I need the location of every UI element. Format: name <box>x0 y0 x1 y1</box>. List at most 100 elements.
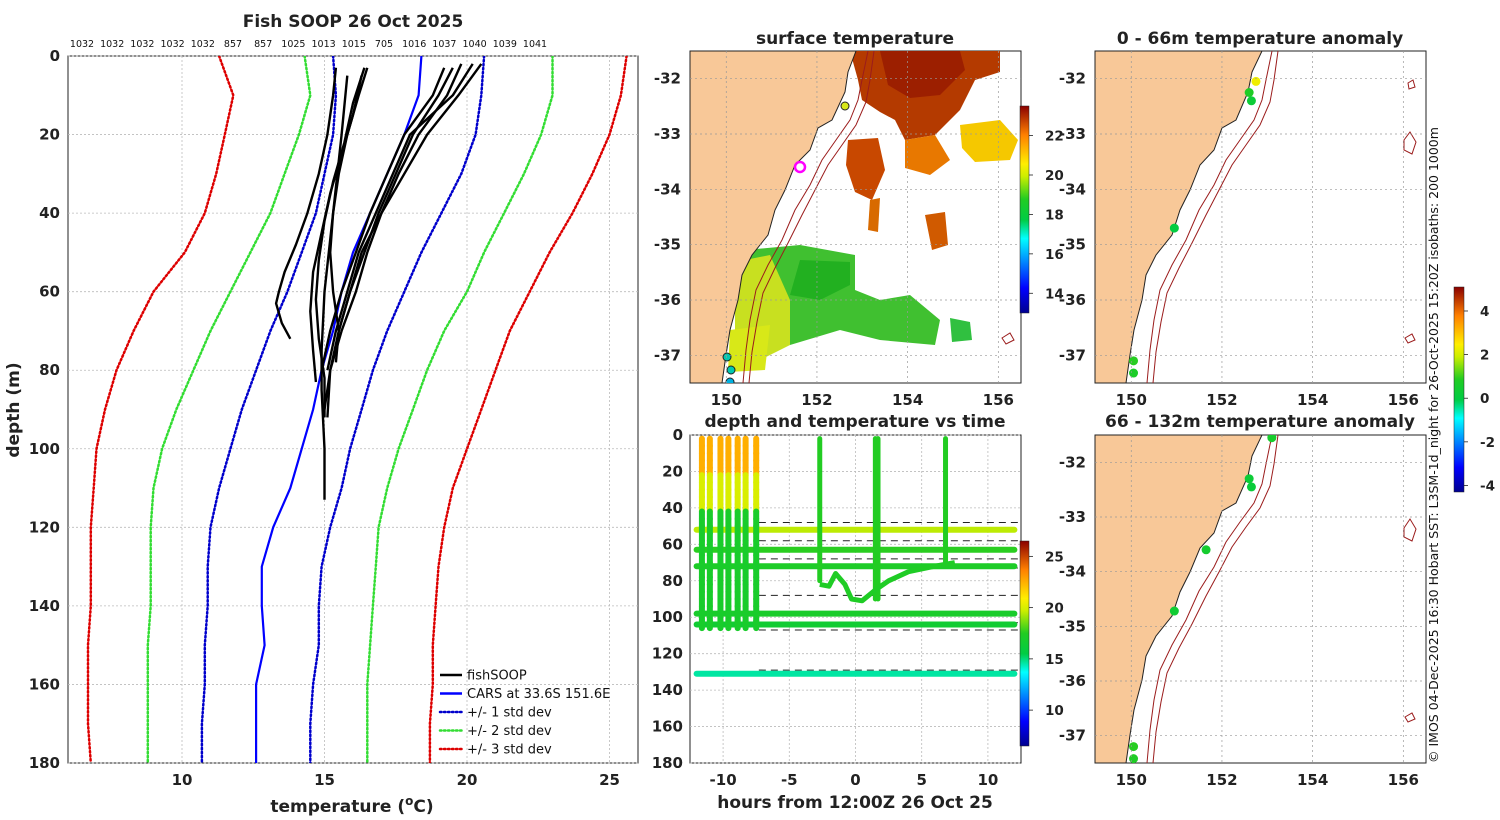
colorbar-tick-label: 25 <box>1045 549 1064 565</box>
profile-top-ids: 1032 1032 1032 1032 1032 857 857 1025 1013 1015 70… <box>70 39 547 50</box>
colorbar-tick-label: 20 <box>1045 168 1064 184</box>
legend-label: +/- 3 std dev <box>467 743 552 758</box>
map-y-tick-label: -37 <box>1059 727 1086 745</box>
anomaly-lower-panel: 66 - 132m temperature anomaly 150 152 154 1… <box>1059 412 1427 789</box>
profile-xlabel: temperature (oC) <box>270 794 433 817</box>
profile-top-id-label: 857 <box>254 39 272 50</box>
sst-orange-patch-small <box>925 212 948 250</box>
profile-title: Fish SOOP 26 Oct 2025 <box>243 12 464 32</box>
dt-x-tick-label: 10 <box>977 771 998 789</box>
sst-warm-patch-north-dark <box>880 51 965 98</box>
colorbar-tick-label: 20 <box>1045 601 1064 617</box>
depth-time-colorbar <box>1019 540 1030 747</box>
island-outline <box>1403 518 1417 542</box>
map-x-tick-label: 156 <box>1388 771 1419 789</box>
anomaly-point <box>1169 223 1179 233</box>
map-x-tick-label: 150 <box>1116 771 1147 789</box>
std3-low-line <box>86 56 235 763</box>
anomaly-point <box>1129 356 1139 366</box>
profile-top-id-label: 1032 <box>130 39 154 50</box>
fishsoop-profile-line <box>274 67 338 340</box>
profile-top-id-label: 1016 <box>402 39 426 50</box>
island-outline <box>1407 79 1416 90</box>
profile-y-tick-label: 180 <box>29 754 60 772</box>
fishsoop-profile-line <box>329 67 369 332</box>
dt-y-tick-label: 20 <box>662 462 683 480</box>
island-outline <box>1001 332 1015 345</box>
anomaly-point <box>1129 754 1139 763</box>
sst-station-marker <box>725 377 735 383</box>
map-y-tick-label: -32 <box>1059 453 1086 471</box>
profile-x-tick-label: 15 <box>314 771 335 789</box>
map-y-tick-label: -32 <box>1059 70 1086 88</box>
anomaly-point <box>1267 435 1277 443</box>
profile-y-tick-label: 80 <box>39 361 60 379</box>
std1-low-line <box>200 56 338 763</box>
sst-colorbar-ticks: 14 16 18 20 22 <box>1029 129 1064 302</box>
isobath-1000m <box>748 51 875 383</box>
map-x-tick-label: 154 <box>892 391 923 409</box>
profile-top-id-label: 1040 <box>463 39 487 50</box>
profile-y-tick-label: 160 <box>29 675 60 693</box>
anomaly-upper-title: 0 - 66m temperature anomaly <box>1117 29 1403 49</box>
map-y-tick-label: -36 <box>1059 291 1086 309</box>
fishsoop-profile-line <box>320 67 446 371</box>
anomaly-point <box>1244 88 1254 97</box>
profile-top-id-label: 1032 <box>191 39 215 50</box>
colorbar-tick-label: -4 <box>1480 478 1495 494</box>
anomaly-point <box>1246 96 1256 106</box>
fishsoop-profile-line <box>320 75 349 500</box>
map-x-tick-label: 150 <box>711 391 742 409</box>
map-x-tick-label: 150 <box>1116 391 1147 409</box>
legend-label: CARS at 33.6S 151.6E <box>467 687 610 702</box>
dt-y-tick-label: 80 <box>662 572 683 590</box>
profile-y-tick-label: 60 <box>39 283 60 301</box>
sst-orange-patch-mid <box>846 138 885 200</box>
copyright-side-note: © IMOS 04-Dec-2025 16:30 Hobart SST: L3S… <box>1426 127 1441 763</box>
sst-green-dark-patch <box>790 260 850 300</box>
profile-top-id-label: 1015 <box>342 39 366 50</box>
anomaly-upper-points <box>1129 76 1261 378</box>
sst-cars-location-marker <box>793 160 807 174</box>
depth-time-title: depth and temperature vs time <box>705 412 1006 432</box>
profile-y-tick-label: 100 <box>29 440 60 458</box>
depth-time-series <box>693 435 1021 677</box>
map-x-tick-label: 152 <box>1206 391 1237 409</box>
sst-yellow-patch <box>960 120 1018 162</box>
map-y-tick-label: -35 <box>1059 236 1086 254</box>
profile-top-id-label: 1041 <box>523 39 547 50</box>
anomaly-point <box>1244 474 1254 484</box>
sst-station-marker <box>722 352 732 362</box>
profile-y-tick-label: 20 <box>39 126 60 144</box>
std2-high-line <box>366 56 554 763</box>
std2-low-line <box>146 56 312 763</box>
depth-time-colorbar-ticks: 10 15 20 25 <box>1029 549 1064 719</box>
sst-station-marker <box>840 101 850 111</box>
colorbar-tick-label: 15 <box>1045 652 1064 668</box>
depth-time-xlabel: hours from 12:00Z 26 Oct 25 <box>717 793 993 813</box>
map-x-tick-label: 152 <box>801 391 832 409</box>
anomaly-point <box>1129 368 1139 378</box>
map-x-tick-label: 156 <box>1388 391 1419 409</box>
anomaly-lower-axes: 150 152 154 156 -32 -33 -34 -35 -36 -37 <box>1059 453 1419 789</box>
dt-x-tick-label: -5 <box>781 771 798 789</box>
profile-top-id-label: 1039 <box>493 39 517 50</box>
map-y-tick-label: -32 <box>654 70 681 88</box>
legend-label: +/- 1 std dev <box>467 706 552 721</box>
map-y-tick-label: -34 <box>1059 180 1086 198</box>
anomaly-lower-grid <box>1095 435 1426 763</box>
colorbar-tick-label: 10 <box>1045 703 1064 719</box>
xlabel-main: temperature ( <box>270 797 405 817</box>
profile-legend: fishSOOP CARS at 33.6S 151.6E +/- 1 std de… <box>438 669 610 758</box>
sst-orange-patch-small2 <box>868 198 880 232</box>
profile-series <box>86 56 628 763</box>
profile-top-id-label: 1032 <box>100 39 124 50</box>
profile-x-tick-label: 20 <box>457 771 478 789</box>
legend-label: +/- 2 std dev <box>467 724 552 739</box>
dt-y-tick-label: 120 <box>652 645 683 663</box>
isobath-200m <box>1146 435 1273 763</box>
dt-y-tick-label: 140 <box>652 681 683 699</box>
map-y-tick-label: -33 <box>1059 508 1086 526</box>
